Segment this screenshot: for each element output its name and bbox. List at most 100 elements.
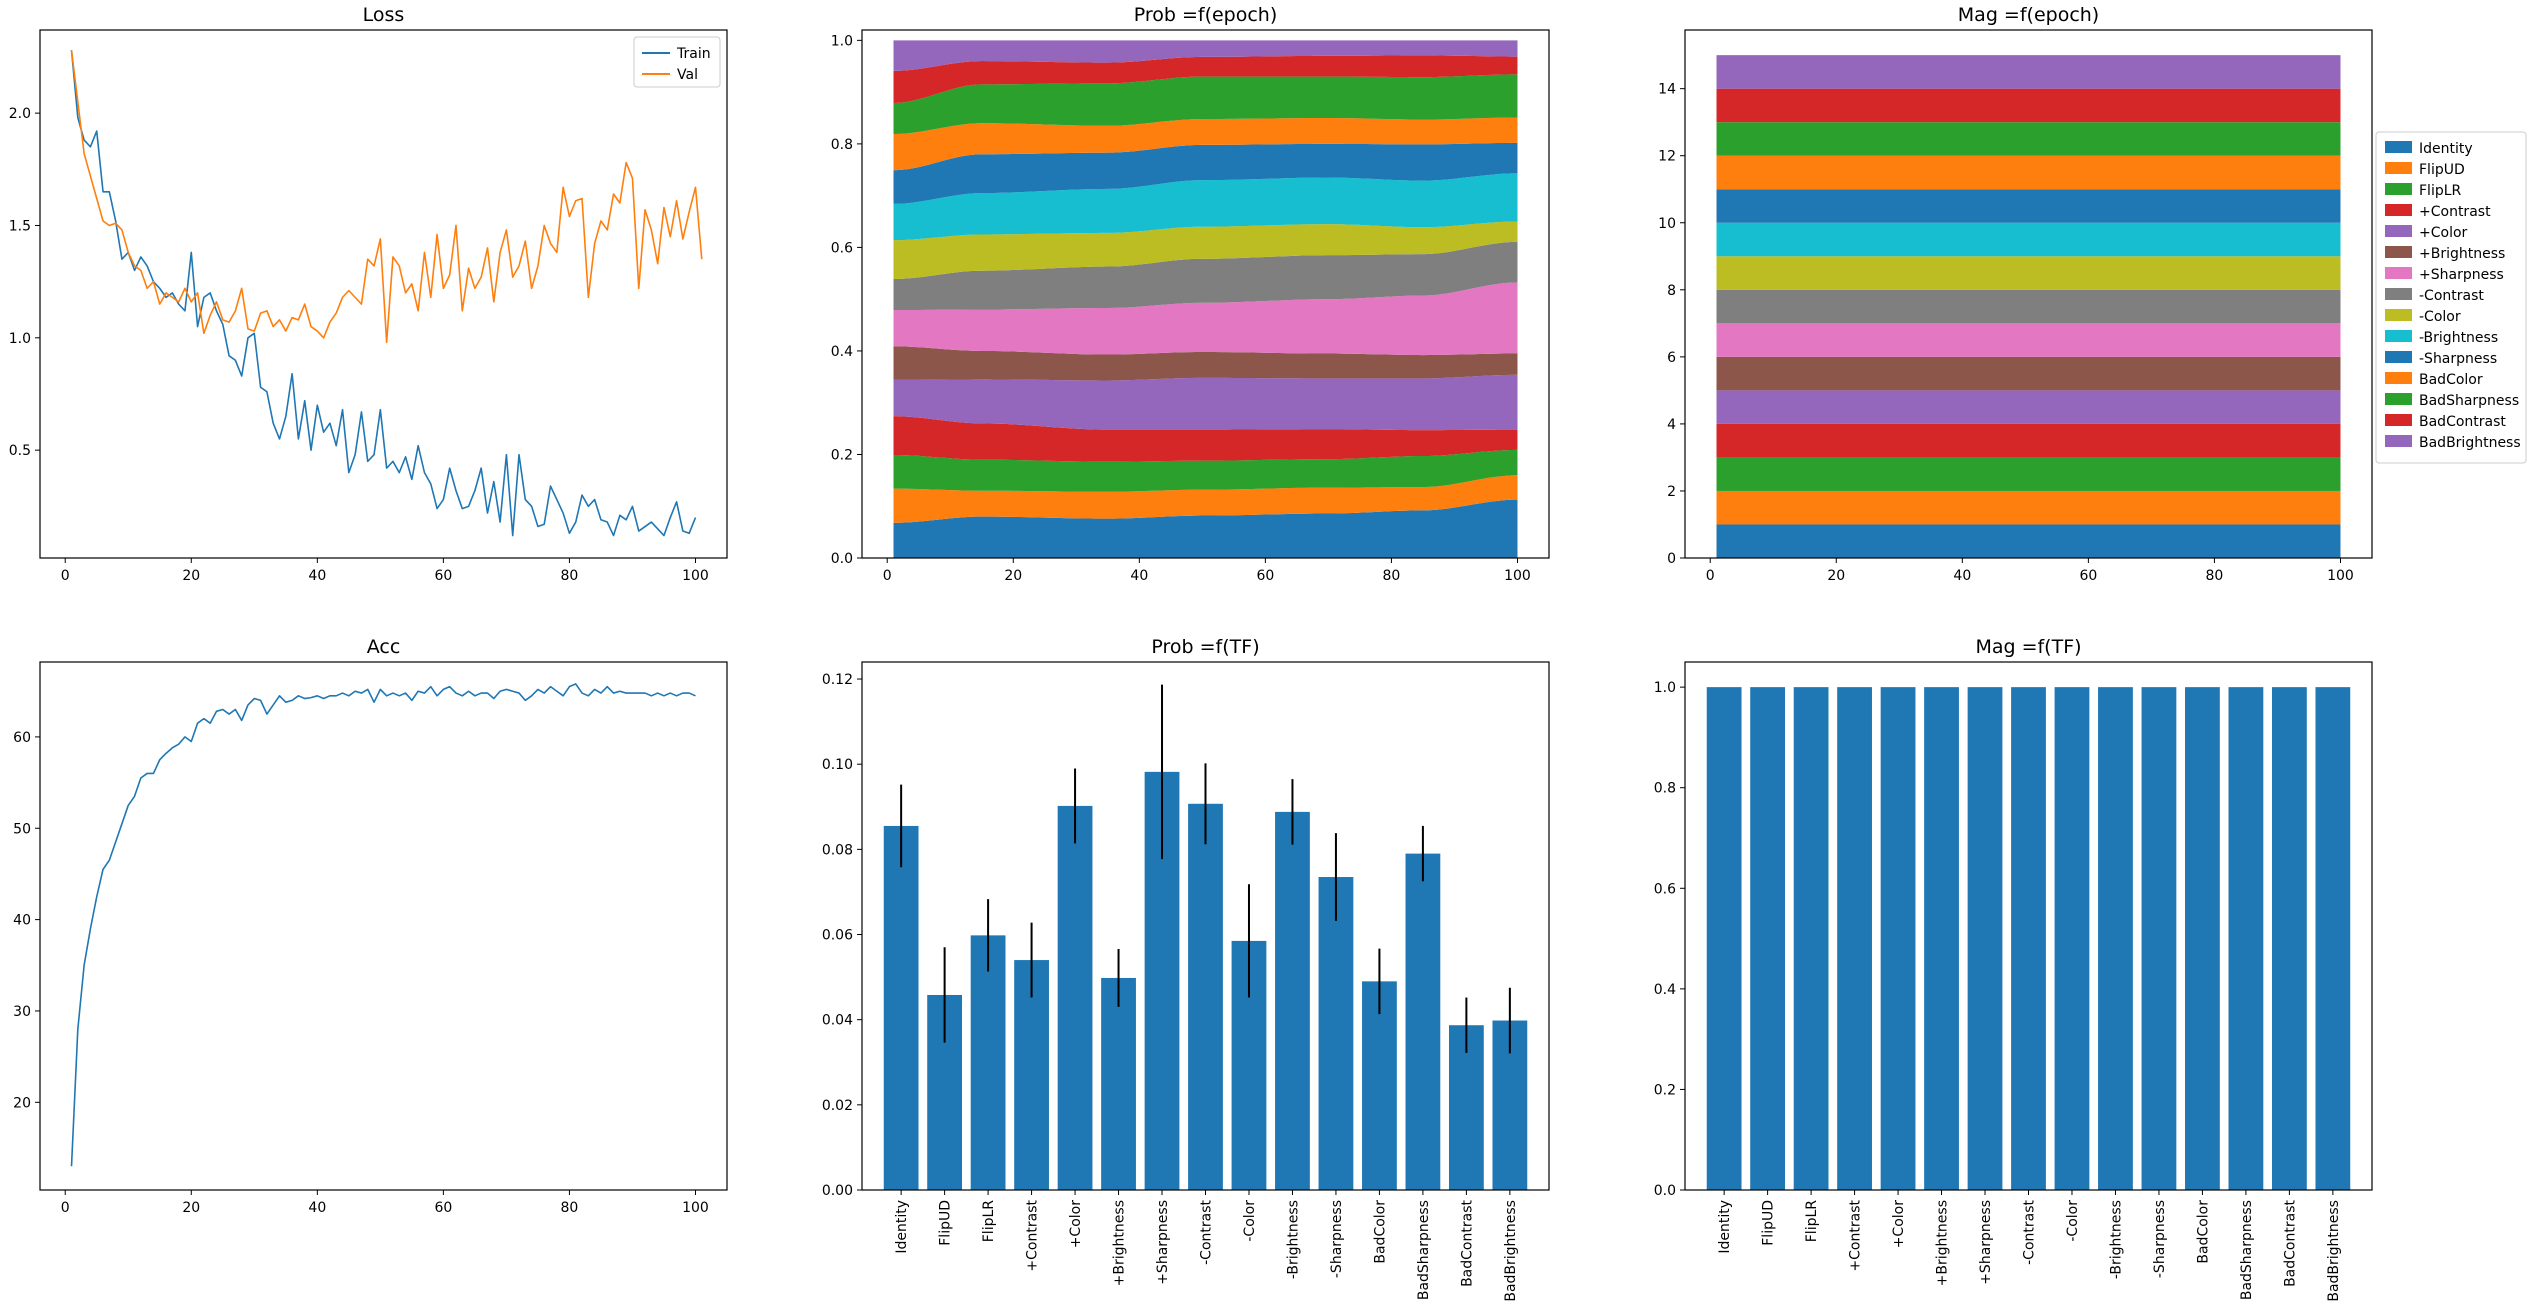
x-tick-label: +Contrast bbox=[1848, 1200, 1864, 1272]
legend-label: +Contrast bbox=[2419, 204, 2491, 220]
x-tick-label: 80 bbox=[2206, 568, 2224, 584]
x-tick-label: -Contrast bbox=[1199, 1199, 1215, 1264]
chart-title: Acc bbox=[367, 636, 401, 658]
legend-swatch bbox=[2385, 393, 2412, 405]
x-tick-label: 60 bbox=[1256, 568, 1274, 584]
x-tick-label: 0 bbox=[61, 568, 70, 584]
legend-swatch bbox=[2385, 435, 2412, 447]
bar bbox=[2054, 687, 2090, 1190]
x-tick-label: 80 bbox=[1383, 568, 1401, 584]
area-band-3 bbox=[1716, 423, 2341, 458]
area-band-8 bbox=[893, 221, 1518, 279]
y-tick-label: 0.2 bbox=[831, 447, 853, 463]
x-tick-label: 0 bbox=[883, 568, 892, 584]
y-tick-label: 4 bbox=[1667, 417, 1676, 433]
x-tick-label: +Color bbox=[1068, 1200, 1084, 1249]
x-tick-label: Identity bbox=[1717, 1200, 1733, 1254]
y-tick-label: 0.10 bbox=[822, 757, 853, 773]
area-band-13 bbox=[1716, 88, 2341, 123]
area-band-9 bbox=[1716, 222, 2341, 257]
legend-swatch bbox=[2385, 225, 2412, 237]
y-tick-label: 1.0 bbox=[1654, 680, 1676, 696]
area-band-9 bbox=[893, 173, 1518, 241]
legend-label: +Sharpness bbox=[2419, 267, 2504, 283]
legend-label: FlipUD bbox=[2419, 162, 2465, 178]
area-band-3 bbox=[893, 416, 1518, 462]
chart-title: Mag =f(epoch) bbox=[1958, 4, 2099, 26]
x-tick-label: BadSharpness bbox=[1416, 1200, 1432, 1300]
legend-swatch bbox=[2385, 267, 2412, 279]
legend-swatch bbox=[2385, 141, 2412, 153]
x-tick-label: 100 bbox=[682, 1200, 709, 1216]
area-band-1 bbox=[1716, 490, 2341, 525]
y-tick-label: 8 bbox=[1667, 283, 1676, 299]
y-tick-label: 0.12 bbox=[822, 672, 853, 688]
y-tick-label: 12 bbox=[1658, 149, 1676, 165]
bar bbox=[1967, 687, 2003, 1190]
x-tick-label: 40 bbox=[1953, 568, 1971, 584]
legend-swatch bbox=[2385, 351, 2412, 363]
bar bbox=[1362, 981, 1397, 1190]
x-tick-label: BadBrightness bbox=[1503, 1200, 1519, 1302]
area-band-0 bbox=[1716, 524, 2341, 558]
x-tick-label: -Brightness bbox=[1285, 1200, 1301, 1279]
legend-box bbox=[2375, 131, 2527, 464]
x-tick-label: 20 bbox=[1004, 568, 1022, 584]
x-tick-label: 80 bbox=[561, 568, 579, 584]
area-band-2 bbox=[893, 449, 1518, 492]
bar bbox=[2228, 687, 2264, 1190]
area-band-10 bbox=[1716, 189, 2341, 223]
y-tick-label: 0.0 bbox=[1654, 1183, 1676, 1199]
bar bbox=[970, 935, 1006, 1190]
axes-frame bbox=[1684, 29, 2373, 559]
bar bbox=[2141, 687, 2177, 1190]
y-tick-label: 20 bbox=[13, 1095, 31, 1111]
y-tick-label: 60 bbox=[13, 730, 31, 746]
x-tick-label: 60 bbox=[434, 568, 452, 584]
x-tick-label: 100 bbox=[682, 568, 709, 584]
bar bbox=[1057, 805, 1093, 1190]
y-tick-label: 50 bbox=[13, 821, 31, 837]
x-tick-label: +Contrast bbox=[1025, 1200, 1041, 1272]
x-tick-label: 20 bbox=[182, 568, 200, 584]
bar bbox=[1706, 687, 1742, 1190]
x-tick-label: FlipUD bbox=[1761, 1200, 1777, 1246]
x-tick-label: 60 bbox=[2079, 568, 2097, 584]
y-tick-label: 0.08 bbox=[822, 842, 853, 858]
x-tick-label: -Contrast bbox=[2022, 1199, 2038, 1264]
chart-mag_epoch: Mag =f(epoch) 0 2 4 6 8 10 12 14 0 20 40 60 80 100 Iden… bbox=[1658, 4, 2527, 584]
y-tick-label: 0.5 bbox=[9, 443, 31, 459]
bar bbox=[1188, 803, 1223, 1190]
x-tick-label: 100 bbox=[2327, 568, 2354, 584]
y-tick-label: 10 bbox=[1658, 216, 1676, 232]
area-band-10 bbox=[893, 142, 1518, 204]
y-tick-label: 0.6 bbox=[831, 240, 853, 256]
area-band-6 bbox=[893, 282, 1518, 356]
legend-swatch bbox=[2385, 204, 2412, 216]
chart-loss: Loss 0.5 1.0 1.5 2.0 0 20 40 60 80 100 Train Val bbox=[9, 4, 728, 584]
legend-label: BadContrast bbox=[2419, 414, 2506, 430]
bar bbox=[1275, 811, 1310, 1190]
y-tick-label: 40 bbox=[13, 913, 31, 929]
bar bbox=[1405, 853, 1441, 1190]
area-band-0 bbox=[893, 499, 1518, 558]
x-tick-label: +Color bbox=[1891, 1200, 1907, 1249]
legend-label: +Color bbox=[2419, 225, 2468, 241]
bar bbox=[883, 825, 919, 1190]
legend-label: BadColor bbox=[2419, 372, 2483, 388]
legend-label: +Brightness bbox=[2419, 246, 2505, 262]
legend-label: BadBrightness bbox=[2419, 435, 2521, 451]
x-tick-label: +Brightness bbox=[1935, 1200, 1951, 1286]
area-band-7 bbox=[893, 241, 1518, 311]
y-tick-label: 0.06 bbox=[822, 928, 853, 944]
legend-label: BadSharpness bbox=[2419, 393, 2519, 409]
chart-mag_tf: Mag =f(TF) 0.0 0.2 0.4 0.6 0.8 1.0 Identity Flip… bbox=[1654, 636, 2373, 1302]
x-tick-label: +Brightness bbox=[1112, 1200, 1128, 1286]
x-tick-label: 80 bbox=[561, 1200, 579, 1216]
y-tick-label: 0.00 bbox=[822, 1183, 853, 1199]
axes-frame bbox=[861, 29, 1550, 559]
area-band-4 bbox=[1716, 390, 2341, 424]
legend-label: Train bbox=[676, 46, 711, 62]
x-tick-label: 40 bbox=[308, 1200, 326, 1216]
y-tick-label: 1.0 bbox=[9, 331, 31, 347]
